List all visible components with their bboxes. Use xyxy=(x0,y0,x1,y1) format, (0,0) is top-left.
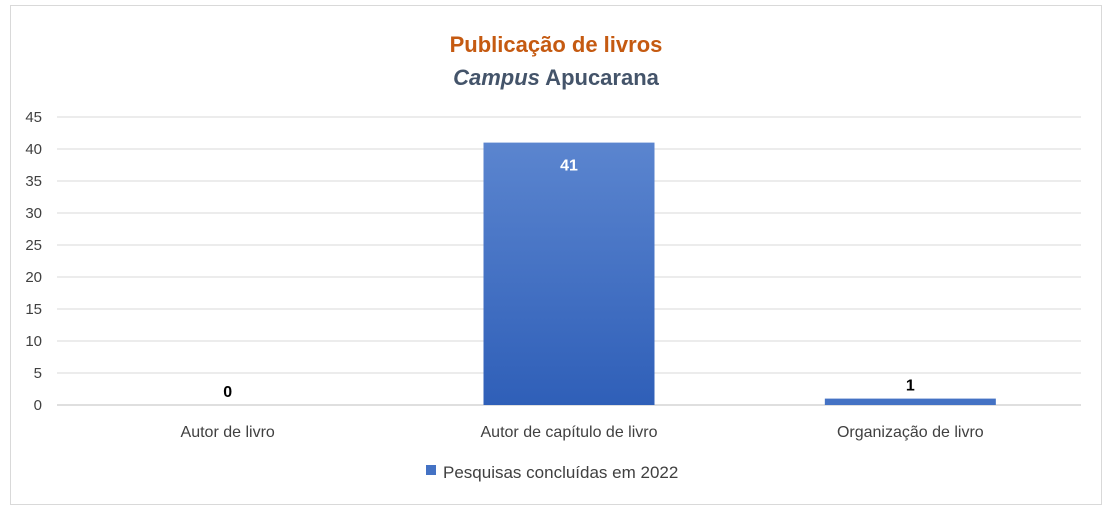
y-tick-label: 40 xyxy=(25,141,42,158)
chart-title: Publicação de livros xyxy=(450,32,663,57)
y-tick-label: 0 xyxy=(34,397,42,414)
y-tick-label: 30 xyxy=(25,205,42,222)
y-tick-label: 15 xyxy=(25,301,42,318)
y-tick-label: 25 xyxy=(25,237,42,254)
y-tick-label: 20 xyxy=(25,269,42,286)
data-labels: 0 41 1 xyxy=(223,158,915,401)
subtitle-italic: Campus xyxy=(453,65,540,90)
y-tick-label: 10 xyxy=(25,333,42,350)
bars xyxy=(483,142,996,405)
chart-subtitle: Campus Apucarana xyxy=(453,65,660,90)
data-label: 0 xyxy=(223,384,232,401)
bar xyxy=(824,398,996,405)
y-axis-ticks: 0 5 10 15 20 25 30 35 40 45 xyxy=(25,109,42,414)
y-tick-label: 5 xyxy=(34,365,42,382)
subtitle-regular: Apucarana xyxy=(540,65,660,90)
data-label: 41 xyxy=(560,158,578,175)
legend: Pesquisas concluídas em 2022 xyxy=(426,463,678,482)
y-tick-label: 45 xyxy=(25,109,42,126)
x-axis-categories: Autor de livro Autor de capítulo de livro… xyxy=(181,424,984,441)
x-category-label: Autor de livro xyxy=(181,424,275,441)
data-label: 1 xyxy=(906,378,915,395)
y-tick-label: 35 xyxy=(25,173,42,190)
bar xyxy=(483,142,655,405)
legend-label: Pesquisas concluídas em 2022 xyxy=(443,463,678,482)
legend-swatch xyxy=(426,465,436,475)
x-category-label: Organização de livro xyxy=(837,424,984,441)
x-category-label: Autor de capítulo de livro xyxy=(481,424,658,441)
